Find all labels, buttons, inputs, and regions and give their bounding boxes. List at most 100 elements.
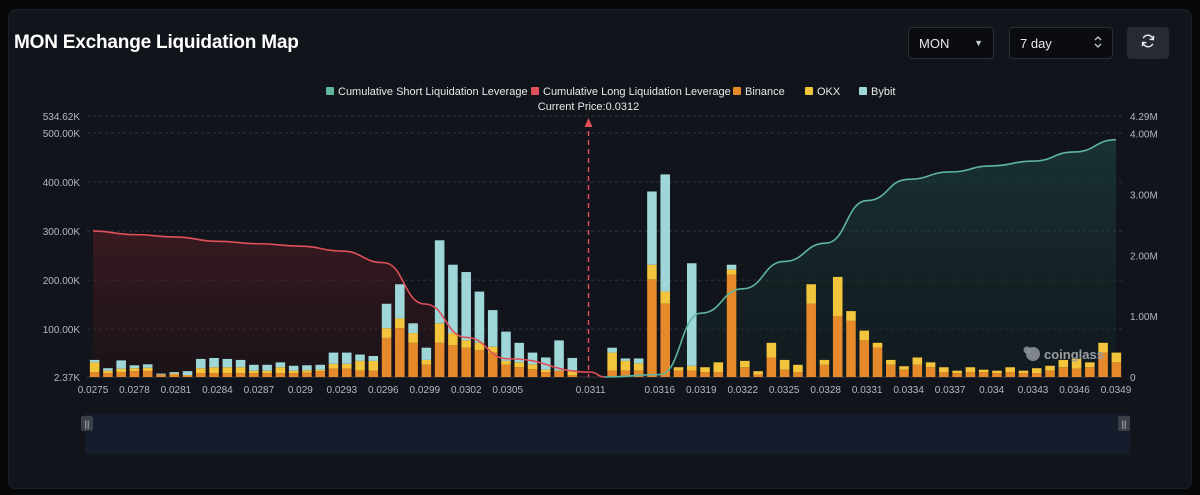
bar-binance xyxy=(328,368,339,377)
long-line xyxy=(92,230,605,378)
bar-binance xyxy=(700,372,710,377)
bar-bybit xyxy=(620,358,631,361)
bar-binance xyxy=(341,368,352,377)
bar-okx xyxy=(328,363,339,369)
x-tick: 0.0311 xyxy=(576,385,606,396)
bar-okx xyxy=(713,362,724,373)
bar-binance xyxy=(793,372,803,377)
y-right-tick: 4.29M xyxy=(1130,112,1158,123)
bar-okx xyxy=(89,362,100,373)
bar-okx xyxy=(925,362,936,368)
legend-swatch xyxy=(733,87,741,95)
bar-okx xyxy=(1018,370,1029,374)
bar-okx xyxy=(169,373,180,375)
range-slider[interactable]: || || xyxy=(81,414,1130,454)
cumulative-lines xyxy=(92,138,1117,378)
bar-bybit xyxy=(381,303,392,329)
bar-binance xyxy=(514,367,525,377)
handle-grip-icon: || xyxy=(85,419,90,429)
bar-binance xyxy=(501,364,511,377)
bar-okx xyxy=(633,363,644,371)
bar-okx xyxy=(408,333,418,343)
bar-binance xyxy=(434,342,445,377)
bar-binance xyxy=(461,347,471,377)
x-tick: 0.0281 xyxy=(161,385,192,396)
bar-okx xyxy=(779,359,790,370)
legend-label: Cumulative Short Liquidation Leverage xyxy=(338,86,528,98)
bar-binance xyxy=(169,374,180,377)
bar-okx xyxy=(939,367,949,373)
bar-bybit xyxy=(249,364,259,371)
bar-bybit xyxy=(156,373,166,375)
bar-okx xyxy=(726,269,737,275)
symbol-select[interactable]: MON ▼ xyxy=(908,27,994,59)
bar-okx xyxy=(1085,362,1095,368)
bar-bybit xyxy=(355,354,365,361)
bar-okx xyxy=(886,359,896,365)
bar-binance xyxy=(129,371,140,377)
current-price-arrow xyxy=(584,118,593,127)
current-price-label: Current Price:0.0312 xyxy=(538,101,640,113)
bar-bybit xyxy=(129,365,140,369)
bar-binance xyxy=(249,373,259,377)
x-tick: 0.0322 xyxy=(727,385,758,396)
bar-binance xyxy=(1071,368,1082,377)
bar-binance xyxy=(235,373,246,377)
bar-binance xyxy=(142,371,153,377)
bar-binance xyxy=(196,373,206,377)
bar-okx xyxy=(302,370,312,373)
bar-bybit xyxy=(501,331,511,361)
x-tick: 0.029 xyxy=(288,385,313,396)
slider-handle-left[interactable] xyxy=(81,416,93,431)
x-tick: 0.0319 xyxy=(686,385,717,396)
slider-handle-right[interactable] xyxy=(1118,416,1130,431)
period-value: 7 day xyxy=(1020,35,1052,51)
bar-binance xyxy=(899,369,909,377)
bar-bybit xyxy=(235,359,246,368)
bar-binance xyxy=(620,370,631,377)
bar-binance xyxy=(846,320,856,377)
y-right-tick: 2.00M xyxy=(1130,251,1158,262)
bar-okx xyxy=(1098,342,1108,353)
bar-okx xyxy=(315,369,325,372)
bar-okx xyxy=(647,264,657,280)
x-tick: 0.0328 xyxy=(810,385,841,396)
x-tick: 0.0278 xyxy=(119,385,150,396)
bar-binance xyxy=(395,328,405,377)
bar-binance xyxy=(978,372,989,377)
bar-binance xyxy=(1058,367,1069,377)
bar-binance xyxy=(408,342,418,377)
bar-okx xyxy=(965,367,976,373)
bar-okx xyxy=(116,368,126,373)
bar-bybit xyxy=(421,347,432,360)
bar-binance xyxy=(607,370,617,377)
bar-okx xyxy=(1005,367,1015,373)
y-right-tick: 4.00M xyxy=(1130,130,1158,141)
bar-binance xyxy=(368,370,379,377)
x-tick: 0.0334 xyxy=(893,385,924,396)
bar-binance xyxy=(1098,352,1108,377)
period-select[interactable]: 7 day xyxy=(1009,27,1113,59)
bar-bybit xyxy=(474,291,485,343)
axis-labels: 2.37K 100.00K 200.00K 300.00K 400.00K 500.00K… xyxy=(43,112,1158,396)
bar-bybit xyxy=(116,360,126,369)
bar-binance xyxy=(487,352,498,377)
y-left-tick: 2.37K xyxy=(54,373,80,384)
short-line xyxy=(604,138,1117,378)
bar-okx xyxy=(487,346,498,353)
bar-binance xyxy=(912,364,923,377)
x-tick: 0.0349 xyxy=(1101,385,1132,396)
bar-binance xyxy=(355,370,365,377)
legend-label: OKX xyxy=(817,86,841,98)
bar-binance xyxy=(832,315,843,377)
bar-binance xyxy=(819,364,830,377)
y-left-tick: 400.00K xyxy=(43,178,81,189)
refresh-icon xyxy=(1140,33,1156,54)
y-right-tick: 1.00M xyxy=(1130,312,1158,323)
refresh-button[interactable] xyxy=(1127,27,1169,59)
bar-binance xyxy=(448,345,458,377)
bar-okx xyxy=(129,368,140,372)
x-tick: 0.0293 xyxy=(327,385,358,396)
x-tick: 0.0284 xyxy=(202,385,233,396)
